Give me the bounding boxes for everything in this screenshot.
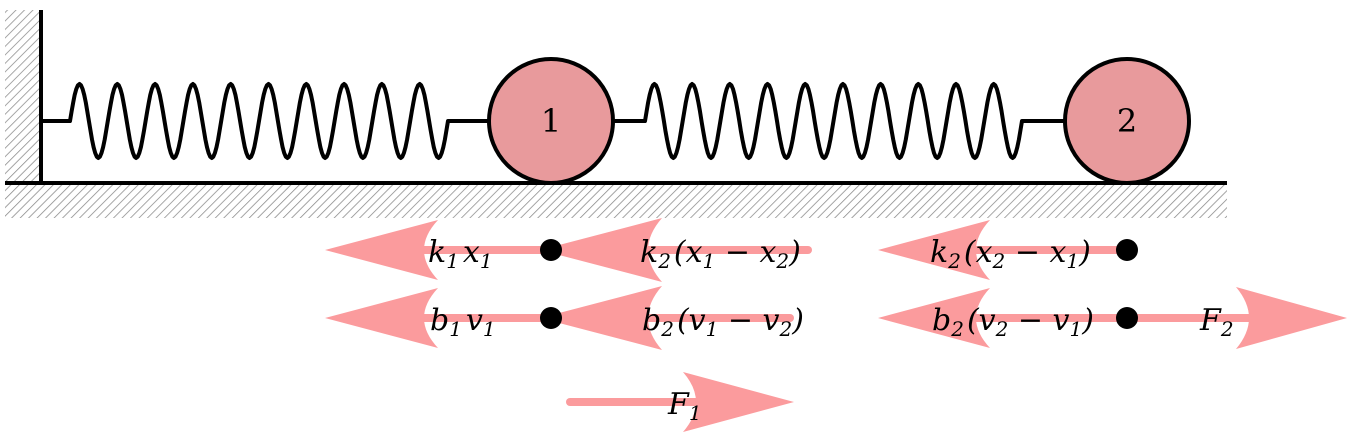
arrow-b2v2v1-head [878, 288, 990, 348]
arrow-b2v1v2-head [540, 286, 662, 350]
label-k2x2x1: k2 (x2 − x1) [930, 235, 1091, 273]
wall-hatch [5, 10, 40, 182]
mass-2-point-spring [1116, 239, 1138, 261]
arrow-k2x1x2-head [540, 218, 662, 282]
label-b1v1: b1 v1 [430, 303, 496, 341]
mass-1-point-damper [540, 307, 562, 329]
label-b2v1v2: b2 (v1 − v2) [642, 303, 804, 341]
label-F2: F2 [1199, 303, 1234, 341]
mass-1-point-spring [540, 239, 562, 261]
spring-2 [613, 82, 1065, 160]
label-k1x1: k1 x1 [428, 235, 493, 273]
floor-hatch [5, 183, 1227, 218]
arrow-b1v1-head [325, 288, 438, 348]
mass-1 [487, 57, 615, 185]
arrow-k2x2x1-head [878, 220, 990, 280]
mass-2-point-damper [1116, 307, 1138, 329]
arrow-F1-head [683, 372, 794, 432]
spring-1 [41, 82, 489, 160]
mass-2 [1063, 57, 1191, 185]
mass-1-label: 1 [541, 102, 561, 140]
label-F1: F1 [667, 387, 702, 425]
arrow-F2-head [1236, 287, 1347, 349]
arrow-k1x1-head [325, 220, 438, 280]
mass-2-label: 2 [1117, 102, 1137, 140]
label-b2v2v1: b2 (v2 − v1) [932, 303, 1094, 341]
label-k2x1x2: k2 (x1 − x2) [640, 235, 801, 273]
